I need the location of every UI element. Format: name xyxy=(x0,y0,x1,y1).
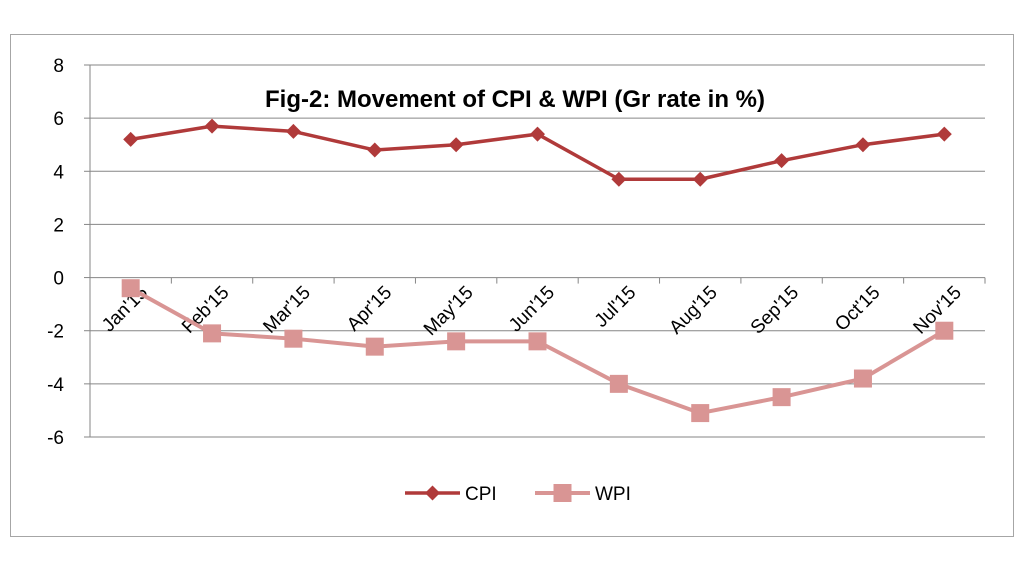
data-point-cpi xyxy=(936,126,952,142)
y-tick-label: 8 xyxy=(53,56,64,77)
y-tick-label: 2 xyxy=(53,215,64,236)
data-point-cpi xyxy=(692,171,708,187)
data-point-wpi xyxy=(691,404,710,423)
legend-label: WPI xyxy=(595,484,631,505)
data-point-cpi xyxy=(123,131,139,147)
legend-item-wpi: WPI xyxy=(535,484,631,505)
data-point-cpi xyxy=(367,142,383,158)
legend-label: CPI xyxy=(465,484,497,505)
data-point-cpi xyxy=(448,137,464,153)
data-point-wpi xyxy=(203,324,222,343)
x-tick-label: Jul'15 xyxy=(591,282,641,332)
x-tick-label: Jun'15 xyxy=(505,282,559,336)
x-tick-label: Sep'15 xyxy=(747,282,803,338)
legend-marker xyxy=(553,484,572,502)
y-tick-label: 6 xyxy=(53,109,64,130)
data-point-wpi xyxy=(121,279,140,298)
data-point-wpi xyxy=(528,332,547,351)
y-axis-tick-labels: 8 6 4 2 0 -2 -4 -6 xyxy=(47,56,64,449)
data-point-cpi xyxy=(774,153,790,169)
data-point-wpi xyxy=(772,388,791,407)
grid-lines xyxy=(84,64,986,438)
data-point-wpi xyxy=(365,337,384,356)
x-tick-label: Apr'15 xyxy=(343,282,396,335)
y-tick-label: -4 xyxy=(47,375,64,396)
x-axis-tick-labels: Jan'15 Feb'15 Mar'15 Apr'15 May'15 Jun'15 Jul'… xyxy=(98,282,966,340)
x-tick-label: Oct'15 xyxy=(831,282,884,335)
data-point-wpi xyxy=(609,374,628,393)
y-tick-label: 0 xyxy=(53,269,64,290)
data-point-cpi xyxy=(285,123,301,139)
data-point-wpi xyxy=(447,332,466,351)
legend-marker xyxy=(425,485,440,501)
x-tick-label: May'15 xyxy=(420,282,478,340)
data-point-cpi xyxy=(611,171,627,187)
data-point-wpi xyxy=(853,369,872,388)
chart-title: Fig-2: Movement of CPI & WPI (Gr rate in… xyxy=(265,86,765,113)
data-point-wpi xyxy=(935,321,954,340)
data-point-cpi xyxy=(204,118,220,134)
y-tick-label: -2 xyxy=(47,322,64,343)
x-tick-label: Mar'15 xyxy=(259,282,314,337)
data-point-wpi xyxy=(284,329,303,348)
x-tick-label: Aug'15 xyxy=(665,282,721,338)
data-point-cpi xyxy=(855,137,871,153)
series-group xyxy=(121,118,954,423)
data-point-cpi xyxy=(530,126,545,142)
legend: CPI WPI xyxy=(405,484,631,505)
y-tick-label: -6 xyxy=(47,428,64,449)
y-tick-label: 4 xyxy=(53,162,64,183)
legend-item-cpi: CPI xyxy=(405,484,497,505)
